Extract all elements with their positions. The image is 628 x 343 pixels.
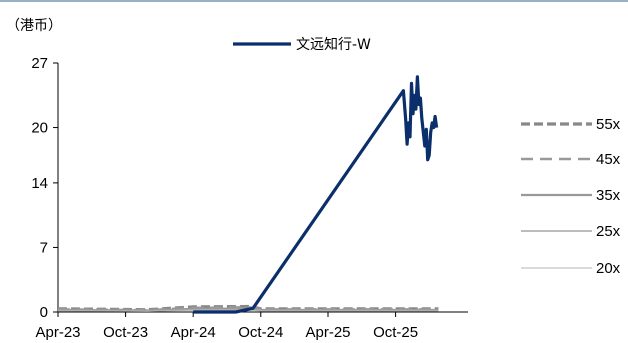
legend: 文远知行-W 55x 45x 35x 25x 20x (233, 36, 621, 277)
series-line-20x (57, 309, 439, 312)
x-tick-label-apr-23: Apr-23 (35, 324, 80, 341)
legend-label-25x: 25x (596, 223, 621, 240)
series-lines (57, 75, 439, 314)
x-tick-label-oct-25: Oct-25 (373, 324, 418, 341)
legend-label-45x: 45x (596, 151, 621, 168)
unit-label: （港币） (6, 18, 62, 34)
x-tick-label-oct-23: Oct-23 (103, 324, 148, 341)
axes: 0 7 14 20 27 Apr-23 Oct-23 Apr-24 Oct-24 Apr-25 Oc… (31, 55, 468, 341)
x-tick-label-oct-24: Oct-24 (238, 324, 283, 341)
legend-label-main-stock: 文远知行-W (296, 36, 371, 53)
y-tick-label-27: 27 (31, 55, 48, 72)
series-line-main-stock (193, 75, 439, 314)
legend-label-35x: 35x (596, 187, 621, 204)
y-tick-label-0: 0 (40, 304, 48, 321)
y-tick-label-7: 7 (40, 239, 48, 256)
x-tick-label-apr-25: Apr-25 (305, 324, 350, 341)
legend-label-55x: 55x (596, 116, 621, 133)
y-tick-label-14: 14 (31, 175, 48, 192)
y-tick-label-20: 20 (31, 120, 48, 137)
x-tick-label-apr-24: Apr-24 (171, 324, 216, 341)
legend-label-20x: 20x (596, 260, 621, 277)
